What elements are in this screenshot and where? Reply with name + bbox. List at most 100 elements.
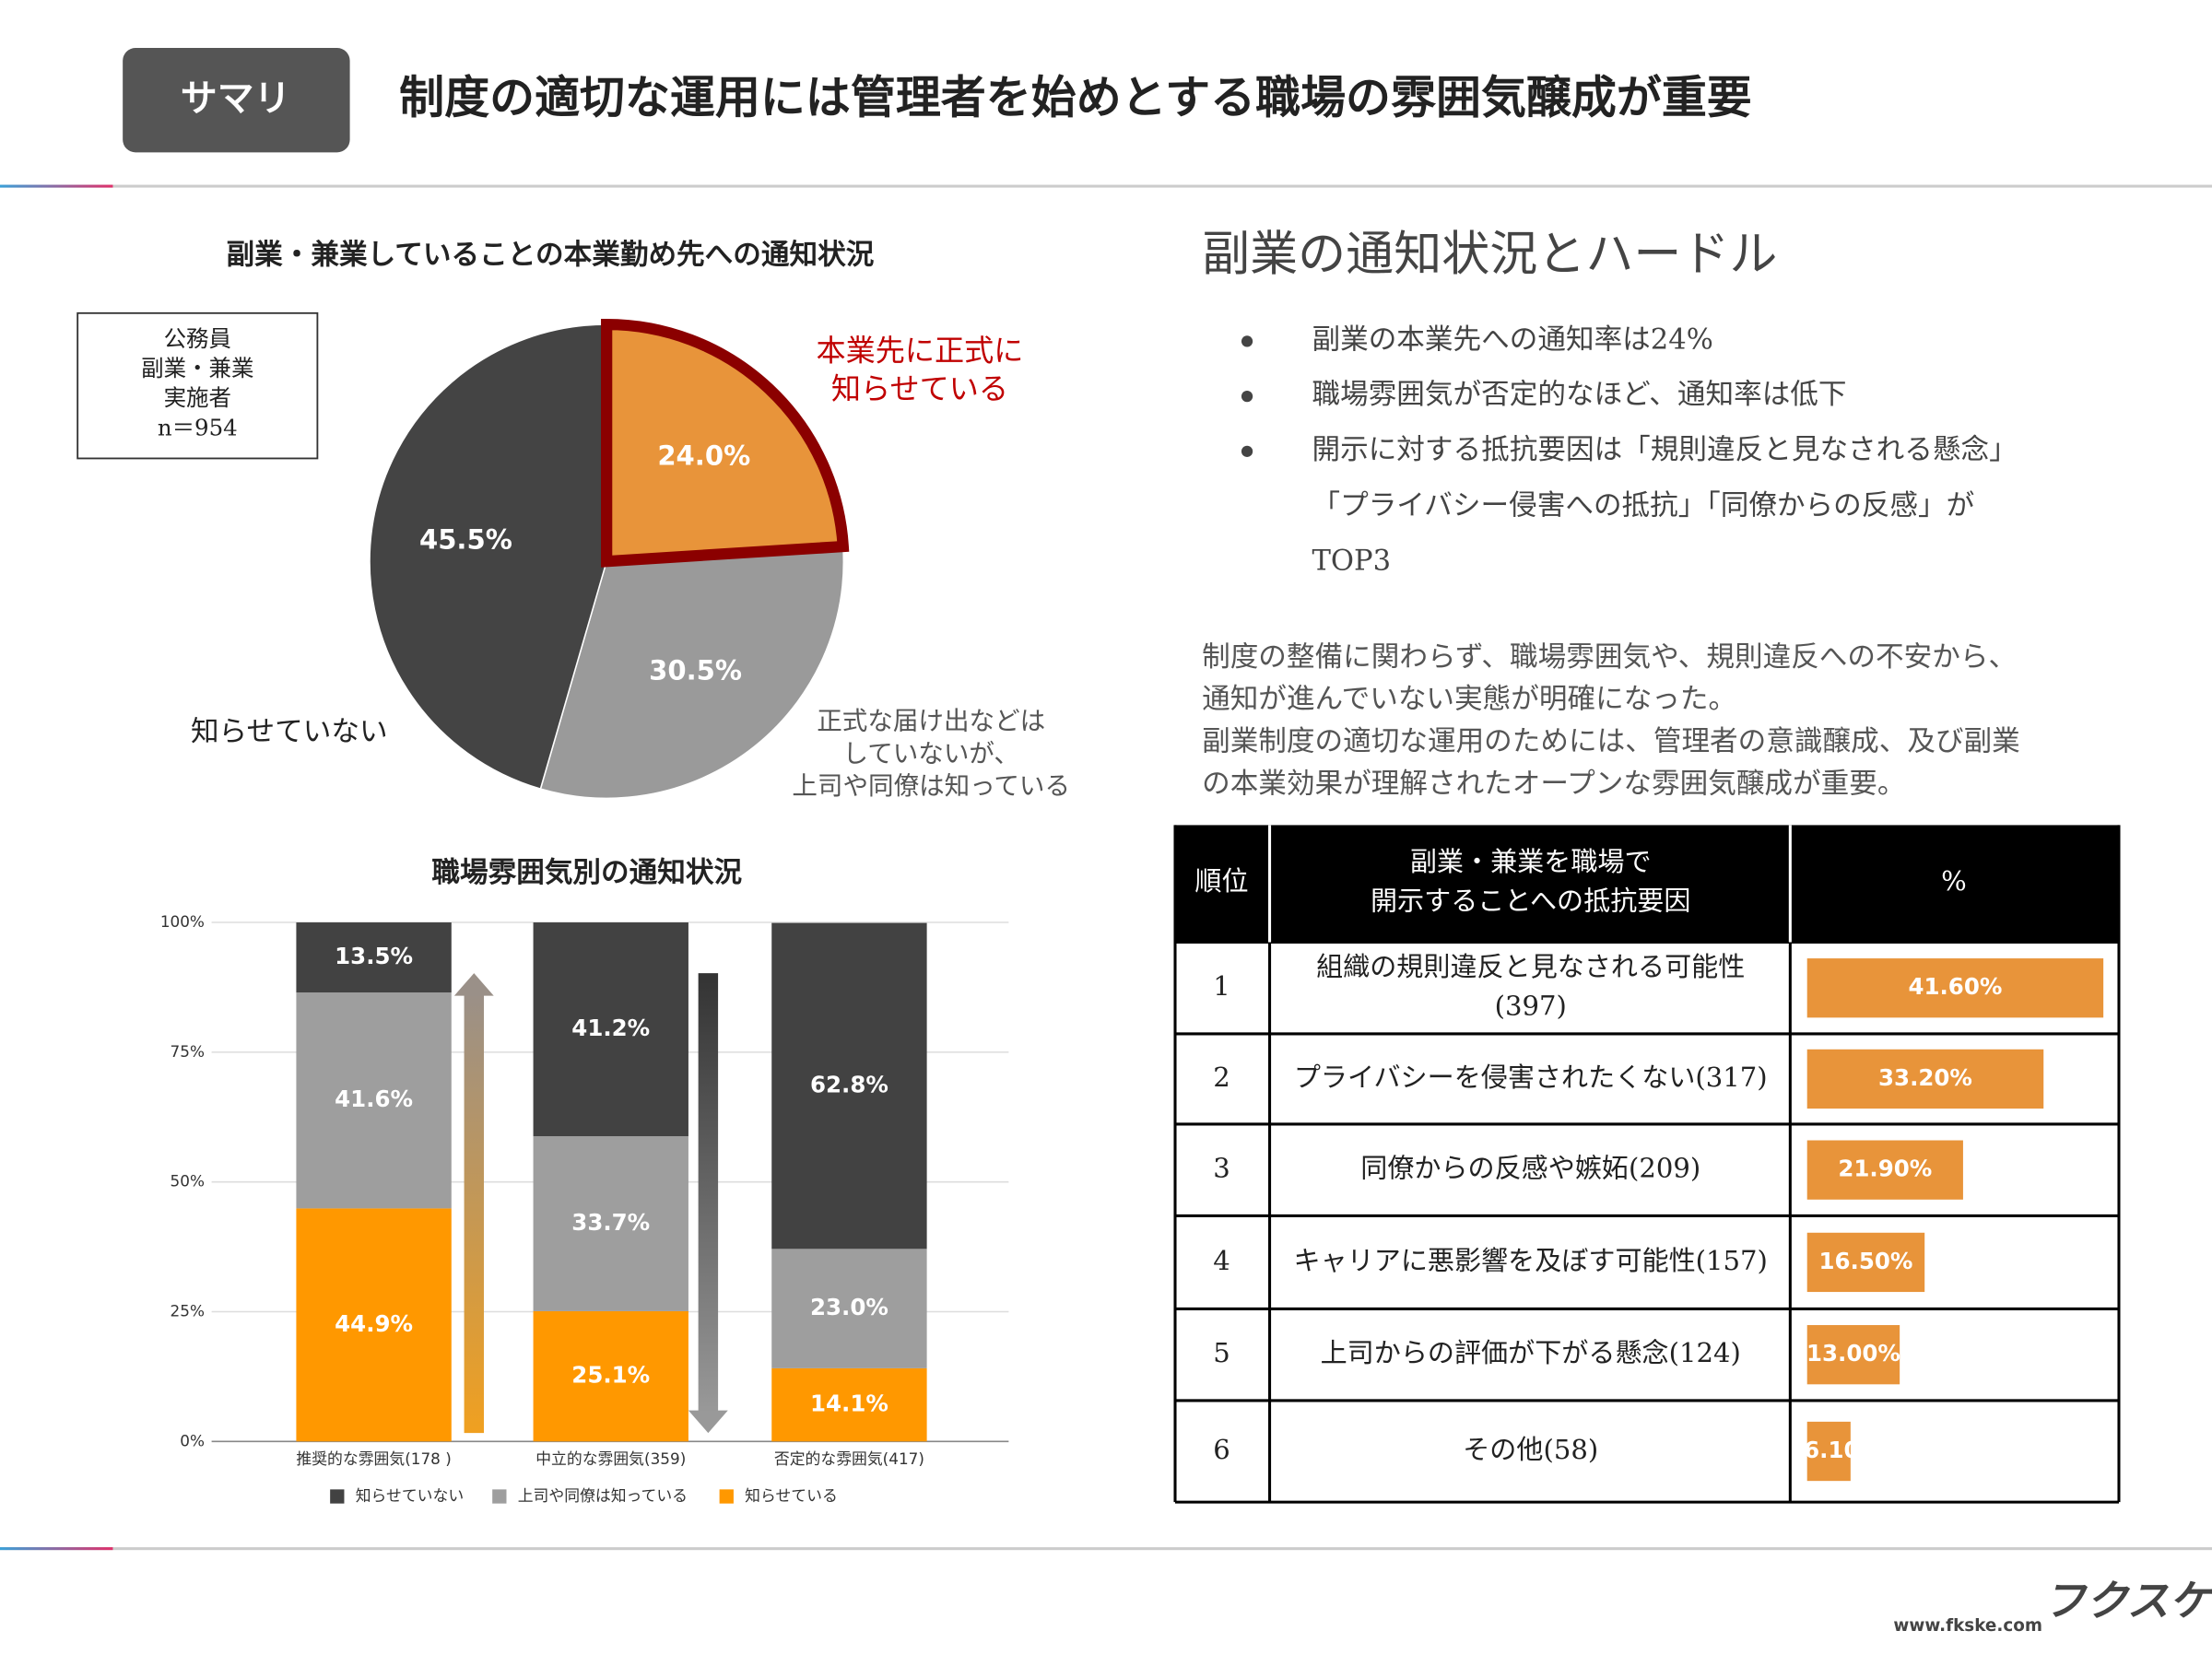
rule (0, 184, 2212, 188)
rank-cell: 5 (1213, 1337, 1230, 1368)
percent-label: 33.20% (1878, 1064, 1972, 1091)
bar-segment (771, 1249, 927, 1368)
slide-title: 制度の適切な運用には管理者を始めとする職場の雰囲気醸成が重要 (399, 71, 1752, 124)
legend-swatch (492, 1489, 507, 1504)
summary-paragraph: 制度の整備に関わらず、職場雰囲気や、規則違反への不安から、通知が進んでいない実態… (1202, 641, 2020, 801)
footer-logo: フクスケ (2043, 1576, 2212, 1625)
pie-slice (601, 318, 850, 568)
bar-value-label: 14.1% (810, 1390, 888, 1417)
percent-bar (1806, 1049, 2044, 1109)
arrow-head (453, 973, 494, 996)
pie-title: 副業・兼業していることの本業勤め先への通知状況 (227, 239, 875, 272)
percent-label: 13.00% (1806, 1340, 1900, 1367)
bar-segment (771, 1367, 927, 1442)
legend-swatch (719, 1489, 734, 1504)
legend-swatch (330, 1489, 345, 1504)
bar-chart: 0% 25% 50% 75% 100% 44.9% 41.6% 13.5% 推奨的な雰囲気(17… (160, 912, 1009, 1505)
x-tick-label: 中立的な雰囲気(359) (535, 1449, 686, 1468)
table-header-bg (1175, 825, 2119, 943)
arrow-head (688, 1410, 728, 1434)
x-tick-label: 推奨的な雰囲気(178 ) (296, 1449, 451, 1468)
table-header-cell: 副業・兼業を職場で開示することへの抵抗要因 (1371, 846, 1690, 917)
rule-accent (0, 184, 113, 188)
x-tick-label: 否定的な雰囲気(417) (774, 1449, 924, 1468)
bar-value-label: 44.9% (335, 1310, 413, 1337)
table: 順位 副業・兼業を職場で開示することへの抵抗要因% 1 組織の規則違反と見なされる可能… (1173, 825, 2121, 1504)
legend-label: 知らせていない (356, 1486, 464, 1505)
slice-value-label: 24.0% (657, 440, 750, 472)
badge (123, 48, 350, 153)
badge-text: サマリ (181, 77, 290, 120)
percent-bar (1806, 1421, 1851, 1482)
bar-value-label: 23.0% (810, 1294, 888, 1320)
trend-arrows (453, 973, 728, 1434)
y-tick-label: 100% (160, 912, 205, 931)
rank-cell: 1 (1213, 970, 1230, 1002)
bar-value-label: 41.2% (571, 1015, 650, 1041)
reason-cell: 組織の規則違反と見なされる可能性(397) (1316, 951, 1745, 1022)
note-box (76, 311, 319, 460)
arrow-shaft (698, 973, 719, 1414)
slice-category-label: 本業先に正式に知らせている (817, 333, 1024, 405)
y-tick-label: 25% (171, 1301, 205, 1320)
note: 公務員副業・兼業実施者 n＝954 (141, 324, 253, 440)
bar-segment (533, 1136, 688, 1311)
footer-url: www.fkske.com (1893, 1616, 2042, 1636)
y-tick-label: 50% (171, 1172, 205, 1191)
percent-label: 41.60% (1908, 973, 2002, 1000)
rule-accent (0, 1547, 113, 1551)
bar-segment (533, 922, 688, 1137)
rank-cell: 6 (1213, 1434, 1230, 1465)
pie-slice (539, 546, 845, 800)
bar-value-label: 62.8% (810, 1071, 888, 1097)
bullet-dot (1241, 335, 1253, 347)
table-header-cell: % (1941, 865, 1967, 897)
bar-segment (296, 992, 452, 1209)
bar-value-label: 33.7% (571, 1209, 650, 1236)
summary-heading: 副業の通知状況とハードル (1202, 228, 1777, 283)
reason-cell: 上司からの評価が下がる懸念(124) (1321, 1337, 1741, 1368)
rank-cell: 4 (1213, 1245, 1230, 1276)
legend-label: 上司や同僚は知っている (518, 1486, 688, 1505)
slice-category-label: 知らせていない (191, 716, 388, 748)
rule (0, 1547, 2212, 1551)
reason-cell: キャリアに悪影響を及ぼす可能性(157) (1294, 1245, 1768, 1276)
bullet-text: 職場雰囲気が否定的なほど、通知率は低下 (1312, 379, 1846, 411)
percent-label: 6.10% (1804, 1437, 1882, 1463)
bullet-dot (1241, 445, 1253, 457)
bullets: 副業の本業先への通知率は24% 職場雰囲気が否定的なほど、通知率は低下開示に対する… (1241, 323, 2018, 578)
bullet-text: 副業の本業先への通知率は24% (1312, 323, 1712, 356)
reason-cell: プライバシーを侵害されたくない(317) (1294, 1062, 1768, 1093)
table-header-cell: 順位 (1194, 865, 1248, 897)
bar-title: 職場雰囲気別の通知状況 (431, 856, 742, 889)
bullet-text: 開示に対する抵抗要因は「規則違反と見なされる懸念」「プライバシー侵害への抵抗」「… (1312, 434, 2017, 578)
bar-value-label: 41.6% (335, 1085, 413, 1112)
slice-value-label: 30.5% (649, 655, 742, 686)
percent-label: 21.90% (1838, 1156, 1932, 1182)
pie: 24.0% 本業先に正式に知らせている 30.5% 正式な届け出などはしていないが、上… (191, 318, 1070, 801)
y-tick-label: 0% (180, 1431, 205, 1449)
bar-segment (296, 1208, 452, 1442)
rank-cell: 3 (1213, 1153, 1230, 1184)
bar-value-label: 25.1% (571, 1362, 650, 1389)
rank-cell: 2 (1213, 1062, 1230, 1093)
reason-cell: 同僚からの反感や嫉妬(209) (1360, 1153, 1700, 1184)
percent-bar (1806, 1232, 1925, 1293)
pie-slice (369, 323, 607, 791)
bar-segment (533, 1310, 688, 1442)
percent-bar (1806, 1140, 1963, 1200)
bar-segment (296, 922, 452, 993)
percent-bar (1806, 958, 2104, 1018)
reason-cell: その他(58) (1463, 1434, 1598, 1465)
arrow-shaft (464, 992, 484, 1434)
slice-category-label: 正式な届け出などはしていないが、上司や同僚は知っている (792, 706, 1070, 800)
bar-value-label: 13.5% (335, 943, 413, 969)
y-tick-label: 75% (171, 1042, 205, 1061)
bar-segment (771, 922, 927, 1250)
percent-bar (1806, 1325, 1900, 1385)
slice-value-label: 45.5% (419, 523, 512, 555)
bullet-dot (1241, 391, 1253, 403)
legend-label: 知らせている (745, 1486, 838, 1505)
percent-label: 16.50% (1818, 1248, 1912, 1274)
